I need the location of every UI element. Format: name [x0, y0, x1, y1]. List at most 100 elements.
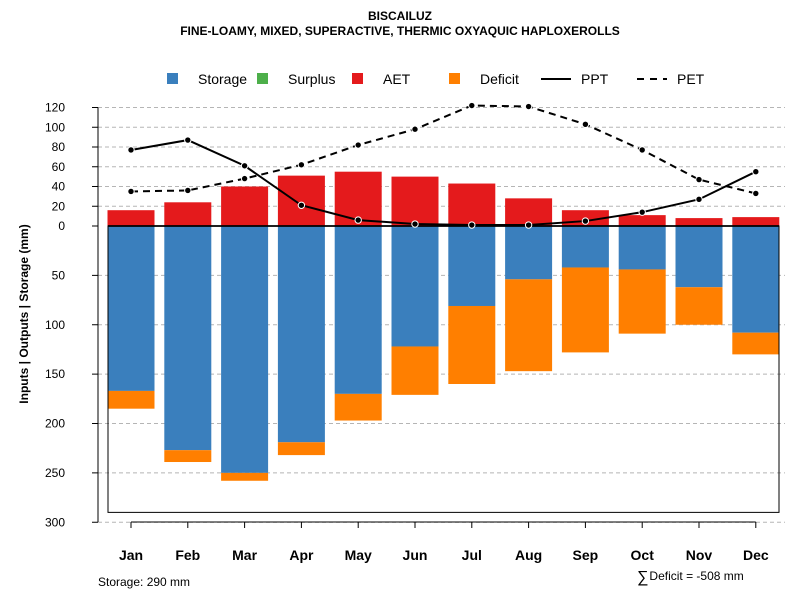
- deficit-bar: [561, 267, 609, 353]
- storage-bar: [164, 226, 212, 451]
- deficit-note-text: Deficit = -508 mm: [649, 569, 744, 583]
- axis-labels: 0 20 40 60 80 100 120 50 100 150 200 250 300 Jan Feb Ma…: [17, 101, 769, 564]
- aet-bar: [221, 186, 269, 226]
- y-tick-label: 20: [52, 199, 66, 213]
- aet-bar: [277, 175, 325, 226]
- deficit-bar: [505, 279, 553, 372]
- storage-bar: [391, 226, 439, 347]
- legend-pet-label: PET: [677, 71, 705, 87]
- deficit-bar: [277, 442, 325, 456]
- pet-point: [752, 189, 760, 198]
- x-tick-label: Nov: [686, 547, 713, 563]
- sum-icon: ∑: [637, 569, 649, 586]
- ppt-point: [638, 208, 646, 216]
- aet-bar: [675, 218, 723, 226]
- legend-deficit-swatch: [449, 73, 460, 84]
- bars: [107, 171, 780, 481]
- storage-bar: [107, 226, 155, 391]
- legend-storage-label: Storage: [198, 71, 247, 87]
- legend-surplus-label: Surplus: [288, 71, 335, 87]
- aet-bar: [164, 202, 212, 226]
- ppt-point: [695, 195, 703, 204]
- x-tick-label: Sep: [573, 547, 599, 563]
- ppt-point: [752, 167, 760, 176]
- deficit-note: ∑Deficit = -508 mm: [637, 569, 744, 587]
- pet-point: [468, 101, 476, 110]
- storage-bar: [448, 226, 496, 306]
- ppt-point: [240, 162, 249, 170]
- x-tick-label: Jun: [403, 547, 428, 563]
- aet-bar: [732, 217, 780, 226]
- ppt-point: [581, 217, 590, 225]
- y-tick-label: 120: [45, 101, 65, 115]
- deficit-bar: [164, 450, 212, 463]
- ppt-line: [130, 139, 757, 227]
- x-tick-label: Dec: [743, 547, 769, 563]
- y-tick-label: 100: [45, 318, 65, 332]
- ppt-point: [524, 221, 533, 229]
- deficit-bar: [221, 472, 269, 481]
- storage-bar: [221, 226, 269, 473]
- ppt-point: [468, 221, 476, 229]
- x-tick-label: Apr: [289, 547, 314, 563]
- y-tick-label: 60: [52, 160, 66, 174]
- pet-point: [127, 187, 135, 196]
- storage-bar: [334, 226, 382, 394]
- legend-aet-label: AET: [383, 71, 411, 87]
- y-tick-label: 100: [45, 120, 65, 134]
- legend-storage-swatch: [167, 73, 178, 84]
- y-tick-label: 300: [45, 515, 65, 529]
- deficit-bar: [675, 287, 723, 325]
- y-axis-label: Inputs | Outputs | Storage (mm): [17, 224, 31, 403]
- x-tick-label: Mar: [232, 547, 257, 563]
- ppt-point: [411, 220, 419, 228]
- lines: [127, 101, 760, 229]
- deficit-bar: [448, 305, 496, 384]
- aet-bar: [448, 183, 496, 226]
- pet-point: [411, 125, 419, 133]
- legend-deficit-label: Deficit: [480, 71, 519, 87]
- aet-bar: [107, 210, 155, 226]
- storage-note: Storage: 290 mm: [98, 575, 191, 589]
- storage-bar: [505, 226, 553, 280]
- legend: Storage Surplus AET Deficit PPT PET: [167, 71, 705, 87]
- storage-bar: [277, 226, 325, 443]
- x-tick-label: Jan: [119, 547, 143, 563]
- x-tick-label: May: [345, 547, 372, 563]
- gridlines: [98, 107, 785, 523]
- aet-bar: [391, 176, 439, 226]
- legend-surplus-swatch: [257, 73, 268, 84]
- pet-line: [130, 104, 757, 195]
- pet-point: [581, 120, 590, 128]
- x-tick-label: Feb: [175, 547, 200, 563]
- deficit-bar: [334, 393, 382, 421]
- y-tick-label: 50: [52, 268, 66, 282]
- pet-point: [638, 146, 646, 154]
- x-tick-label: Oct: [631, 547, 655, 563]
- pet-point: [240, 174, 249, 183]
- legend-aet-swatch: [352, 73, 363, 84]
- x-tick-label: Jul: [462, 547, 482, 563]
- y-tick-label: 250: [45, 466, 65, 480]
- legend-ppt-label: PPT: [581, 71, 609, 87]
- y-tick-label: 40: [52, 180, 66, 194]
- aet-bar: [618, 215, 666, 226]
- deficit-bar: [391, 346, 439, 395]
- chart-subtitle: FINE-LOAMY, MIXED, SUPERACTIVE, THERMIC …: [180, 24, 620, 38]
- y-tick-label: 200: [45, 417, 65, 431]
- pet-point: [695, 175, 703, 184]
- deficit-bar: [732, 332, 780, 355]
- ppt-point: [184, 136, 192, 144]
- ppt-point: [354, 216, 362, 224]
- pet-point: [297, 161, 306, 169]
- axes: [92, 107, 780, 528]
- deficit-bar: [618, 269, 666, 334]
- deficit-bar: [107, 390, 155, 409]
- storage-bar: [675, 226, 723, 288]
- storage-bar: [618, 226, 666, 270]
- pet-point: [184, 186, 192, 195]
- y-tick-label: 0: [58, 219, 65, 233]
- pet-point: [354, 141, 362, 149]
- y-tick-label: 80: [52, 140, 66, 154]
